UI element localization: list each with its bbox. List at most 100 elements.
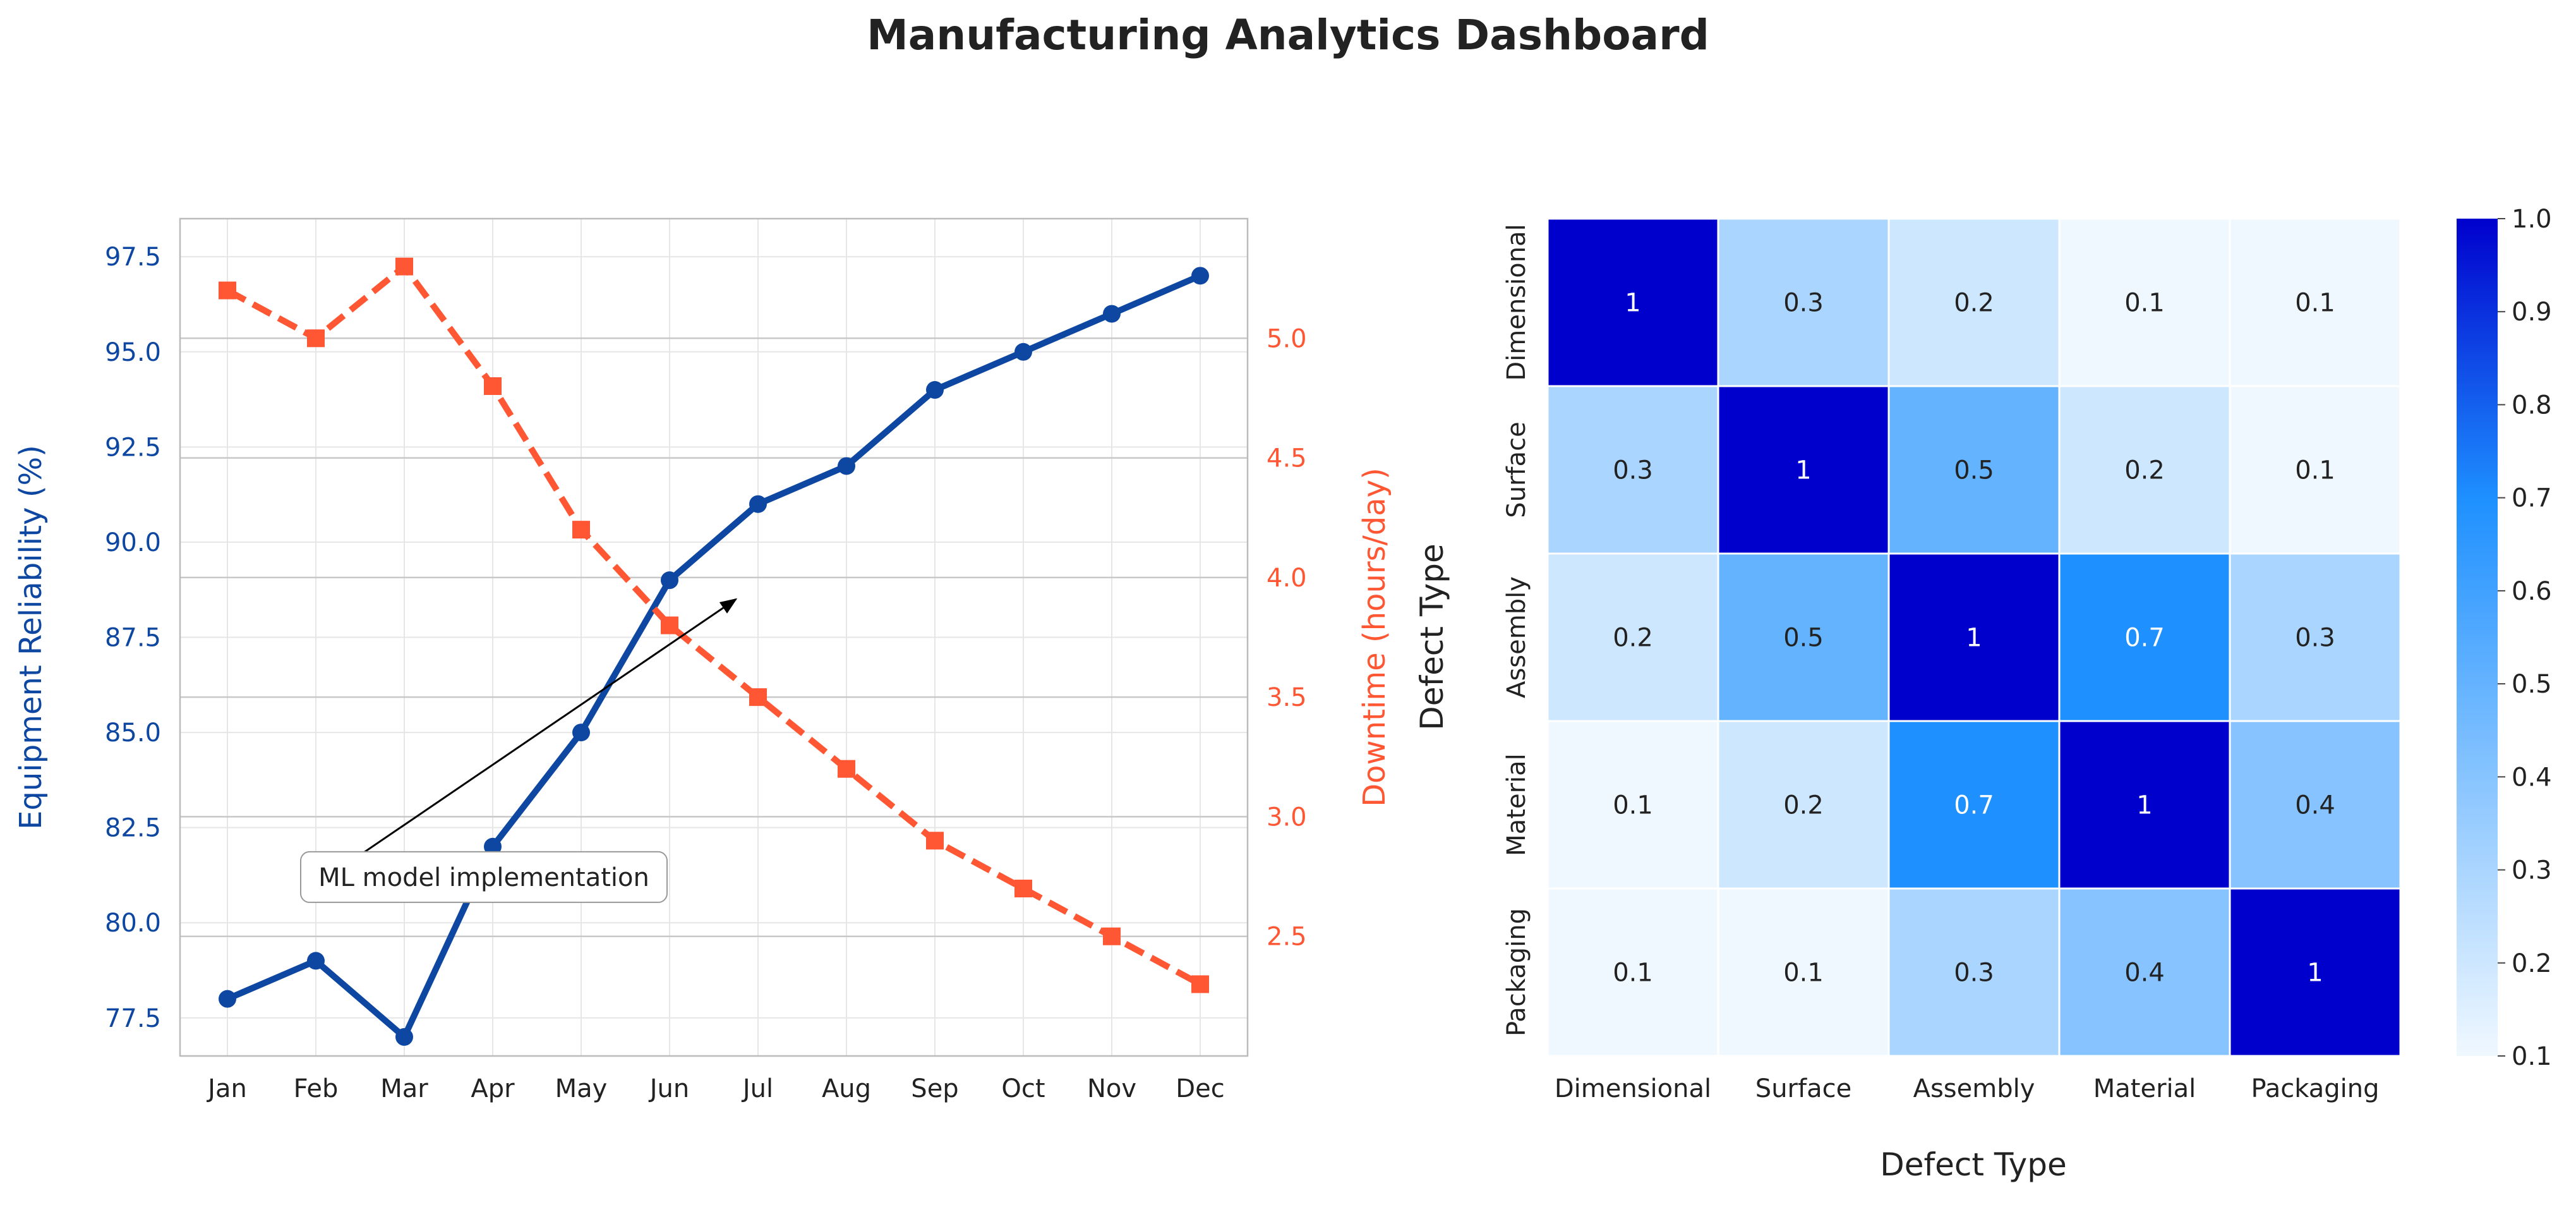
reliability-tick-label: 85.0 bbox=[105, 719, 161, 748]
downtime-point bbox=[1014, 880, 1032, 897]
downtime-point bbox=[1191, 975, 1209, 993]
heatmap-cell bbox=[2229, 385, 2402, 555]
reliability-point bbox=[838, 457, 855, 475]
downtime-tick-label: 3.5 bbox=[1267, 683, 1307, 712]
heatmap-cell bbox=[2058, 217, 2231, 387]
heatmap-x-tick-label: Packaging bbox=[2251, 1074, 2379, 1103]
heatmap-cell-value: 0.1 bbox=[1783, 959, 1824, 988]
heatmap-x-tick-label: Surface bbox=[1755, 1074, 1851, 1103]
reliability-point bbox=[926, 381, 944, 399]
downtime-point bbox=[395, 257, 413, 276]
heatmap-cell-value: 0.1 bbox=[2124, 289, 2165, 318]
heatmap-cell bbox=[1887, 552, 2061, 722]
downtime-point bbox=[572, 521, 590, 539]
heatmap-x-tick-label: Dimensional bbox=[1555, 1074, 1711, 1103]
colorbar-tick-label: 0.4 bbox=[2512, 763, 2552, 792]
month-tick-label: Jul bbox=[741, 1074, 773, 1103]
downtime-tick-labels: 2.5 3.0 3.5 4.0 4.5 5.0 bbox=[1267, 324, 1307, 951]
reliability-tick-labels: 77.5 80.0 82.5 85.0 87.5 90.0 92.5 95.0 97.5 bbox=[105, 243, 161, 1033]
month-tick-labels: Jan Feb Mar Apr May Jun Jul Aug Sep Oct Nov Dec bbox=[206, 1074, 1225, 1103]
downtime-tick-label: 2.5 bbox=[1267, 923, 1307, 952]
reliability-point bbox=[484, 837, 502, 856]
heatmap-y-tick-label: Material bbox=[1502, 753, 1531, 856]
heatmap-x-axis-label: Defect Type bbox=[1880, 1146, 2066, 1183]
line-chart-grid bbox=[180, 219, 1248, 1056]
reliability-point bbox=[219, 990, 236, 1008]
heatmap-cell bbox=[1546, 720, 1719, 890]
colorbar-tick-label: 0.7 bbox=[2512, 484, 2552, 513]
heatmap-cell bbox=[1887, 720, 2061, 890]
heatmap-x-tick-labels: Dimensional Surface Assembly Material Packag… bbox=[1555, 1074, 2380, 1103]
downtime-point bbox=[307, 329, 325, 348]
heatmap-cell bbox=[1717, 552, 1890, 722]
reliability-tick-label: 90.0 bbox=[105, 528, 161, 557]
colorbar-tick-label: 1.0 bbox=[2512, 205, 2552, 234]
heatmap-cell bbox=[2229, 720, 2402, 890]
downtime-point bbox=[1103, 927, 1121, 945]
heatmap-y-tick-label: Dimensional bbox=[1502, 224, 1531, 380]
line-series bbox=[219, 257, 1209, 1046]
downtime-point bbox=[926, 832, 944, 850]
reliability-downtime-chart: Jan Feb Mar Apr May Jun Jul Aug Sep Oct Nov Dec 77.… bbox=[13, 217, 1392, 1103]
heatmap-cell-value: 0.7 bbox=[1954, 791, 1994, 820]
reliability-point bbox=[307, 952, 325, 970]
heatmap-y-tick-label: Packaging bbox=[1502, 908, 1531, 1036]
downtime-axis-label: Downtime (hours/day) bbox=[1357, 468, 1392, 807]
reliability-tick-label: 87.5 bbox=[105, 624, 161, 653]
downtime-point bbox=[219, 281, 236, 300]
colorbar-tick-label: 0.8 bbox=[2512, 391, 2552, 420]
heatmap-cell-value: 1 bbox=[2136, 791, 2152, 820]
annotation-arrow bbox=[332, 598, 738, 875]
dashboard-title: Manufacturing Analytics Dashboard bbox=[867, 11, 1709, 59]
heatmap-cell bbox=[1546, 887, 1719, 1057]
heatmap-y-axis-label: Defect Type bbox=[1414, 543, 1450, 730]
reliability-line bbox=[226, 272, 1201, 1040]
heatmap-cell-value: 0.3 bbox=[1613, 456, 1653, 485]
heatmap-y-tick-label: Assembly bbox=[1502, 576, 1531, 698]
heatmap-cell-value: 1 bbox=[1795, 456, 1811, 485]
heatmap-cell bbox=[2058, 385, 2231, 555]
heatmap-x-tick-label: Assembly bbox=[1913, 1074, 2035, 1103]
colorbar-tick-label: 0.1 bbox=[2512, 1042, 2552, 1071]
heatmap-cell-value: 0.7 bbox=[2124, 624, 2165, 653]
reliability-axis-label: Equipment Reliability (%) bbox=[13, 445, 49, 830]
heatmap-cell-value: 0.2 bbox=[1783, 791, 1824, 820]
heatmap-cell bbox=[2058, 887, 2231, 1057]
heatmap-cell bbox=[1717, 217, 1890, 387]
reliability-tick-label: 82.5 bbox=[105, 814, 161, 843]
reliability-tick-label: 77.5 bbox=[105, 1004, 161, 1033]
heatmap-cell-value: 1 bbox=[1966, 624, 1982, 653]
downtime-reference-lines bbox=[180, 337, 1248, 937]
colorbar-tick-label: 0.6 bbox=[2512, 577, 2552, 606]
heatmap-cell-value: 0.4 bbox=[2295, 791, 2335, 820]
heatmap-cell-value: 0.1 bbox=[2295, 456, 2335, 485]
heatmap-cell-value: 0.2 bbox=[2124, 456, 2165, 485]
heatmap-cell-value: 1 bbox=[1625, 289, 1640, 318]
heatmap-cell bbox=[1887, 217, 2061, 387]
heatmap-cell-value: 0.1 bbox=[2295, 289, 2335, 318]
colorbar-tick-label: 0.3 bbox=[2512, 856, 2552, 885]
downtime-tick-label: 4.5 bbox=[1267, 444, 1307, 473]
reliability-point bbox=[1103, 305, 1121, 323]
downtime-point bbox=[661, 616, 678, 634]
heatmap-cell bbox=[1717, 720, 1890, 890]
heatmap-cell bbox=[2229, 552, 2402, 722]
reliability-tick-label: 97.5 bbox=[105, 243, 161, 272]
month-tick-label: Sep bbox=[911, 1074, 958, 1103]
month-tick-label: May bbox=[555, 1074, 608, 1103]
heatmap-cell-value: 0.3 bbox=[1954, 959, 1994, 988]
heatmap-x-tick-label: Material bbox=[2093, 1074, 2196, 1103]
colorbar bbox=[2457, 219, 2498, 1056]
reliability-tick-label: 95.0 bbox=[105, 338, 161, 367]
heatmap-cell-value: 0.1 bbox=[1613, 791, 1653, 820]
downtime-tick-label: 3.0 bbox=[1267, 803, 1307, 832]
heatmap-cell-value: 0.4 bbox=[2124, 959, 2165, 988]
heatmap-cell-value: 0.1 bbox=[1613, 959, 1653, 988]
heatmap-cell bbox=[2229, 217, 2402, 387]
heatmap-y-tick-labels: Dimensional Surface Assembly Material Packag… bbox=[1502, 224, 1531, 1036]
heatmap-y-tick-label: Surface bbox=[1502, 422, 1531, 518]
annotation-text: ML model implementation bbox=[318, 863, 649, 892]
reliability-point bbox=[572, 724, 590, 742]
